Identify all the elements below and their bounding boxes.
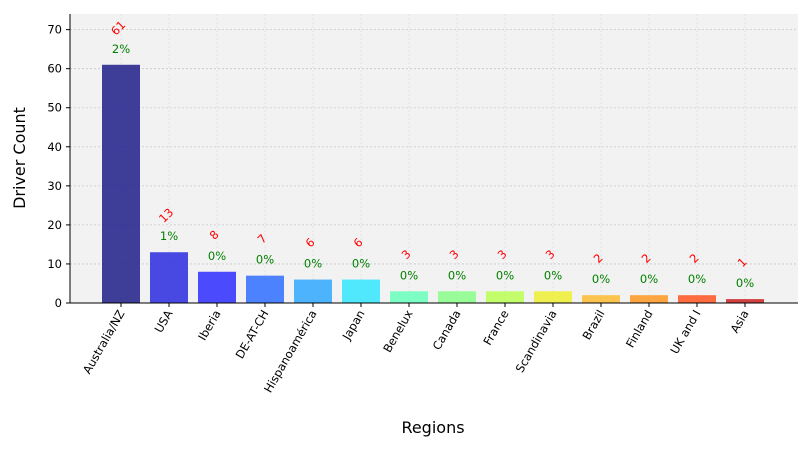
percent-label: 0% — [640, 272, 658, 286]
x-tick-label: Canada — [430, 308, 464, 353]
bars-group — [102, 64, 764, 304]
x-tick-label: DE-AT-CH — [233, 308, 272, 362]
bar — [390, 291, 428, 303]
y-tick-label: 0 — [55, 296, 62, 310]
bar — [342, 279, 380, 303]
bar — [534, 291, 572, 303]
x-tick-label: UK and I — [667, 308, 703, 357]
bar — [198, 271, 236, 303]
bar — [102, 64, 140, 304]
percent-label: 0% — [256, 253, 274, 267]
percent-labels-group: 2% 1% 0% 0% 0% 0% 0% 0% 0% 0% 0% 0% 0% 0% — [112, 42, 754, 290]
percent-label: 0% — [496, 268, 514, 282]
bar — [486, 291, 524, 303]
y-tick-label: 40 — [47, 140, 62, 154]
y-ticks: 0 10 20 30 40 50 60 70 — [47, 23, 70, 310]
percent-label: 1% — [160, 229, 178, 243]
bar — [630, 295, 668, 303]
x-tick-label: Asia — [727, 308, 751, 336]
x-tick-label: Iberia — [195, 308, 223, 343]
bar — [294, 279, 332, 303]
percent-label: 0% — [544, 268, 562, 282]
percent-label: 0% — [304, 257, 322, 271]
percent-label: 0% — [736, 276, 754, 290]
y-tick-label: 60 — [47, 62, 62, 76]
x-ticks: Australia/NZ USA Iberia DE-AT-CHHispanoamér… — [80, 303, 752, 395]
x-tick-label: Finland — [623, 308, 656, 351]
y-tick-label: 70 — [47, 23, 62, 37]
percent-label: 0% — [592, 272, 610, 286]
x-tick-label: Benelux — [380, 307, 416, 355]
plot-background — [70, 14, 798, 303]
x-tick-label: Brazil — [579, 308, 607, 343]
percent-label: 0% — [448, 268, 466, 282]
y-tick-label: 20 — [47, 218, 62, 232]
bar — [678, 295, 716, 303]
y-tick-label: 30 — [47, 179, 62, 193]
percent-label: 2% — [112, 42, 130, 56]
x-tick-label: USA — [152, 307, 176, 335]
percent-label: 0% — [400, 268, 418, 282]
percent-label: 0% — [688, 272, 706, 286]
y-axis-title: Driver Count — [10, 107, 29, 209]
bar — [582, 295, 620, 303]
y-tick-label: 10 — [47, 257, 62, 271]
y-tick-label: 50 — [47, 101, 62, 115]
x-tick-label: Japan — [339, 308, 368, 344]
x-tick-label: Hispanoamérica — [261, 308, 320, 396]
x-tick-label: France — [480, 308, 511, 348]
bar — [246, 275, 284, 303]
x-axis-title: Regions — [401, 418, 464, 437]
x-tick-label: Australia/NZ — [80, 307, 128, 376]
gridlines — [70, 14, 798, 304]
bar — [438, 291, 476, 303]
percent-label: 0% — [352, 257, 370, 271]
bar — [150, 252, 188, 303]
percent-label: 0% — [208, 249, 226, 263]
x-tick-label: Scandinavia — [513, 308, 560, 375]
bar — [726, 299, 764, 303]
